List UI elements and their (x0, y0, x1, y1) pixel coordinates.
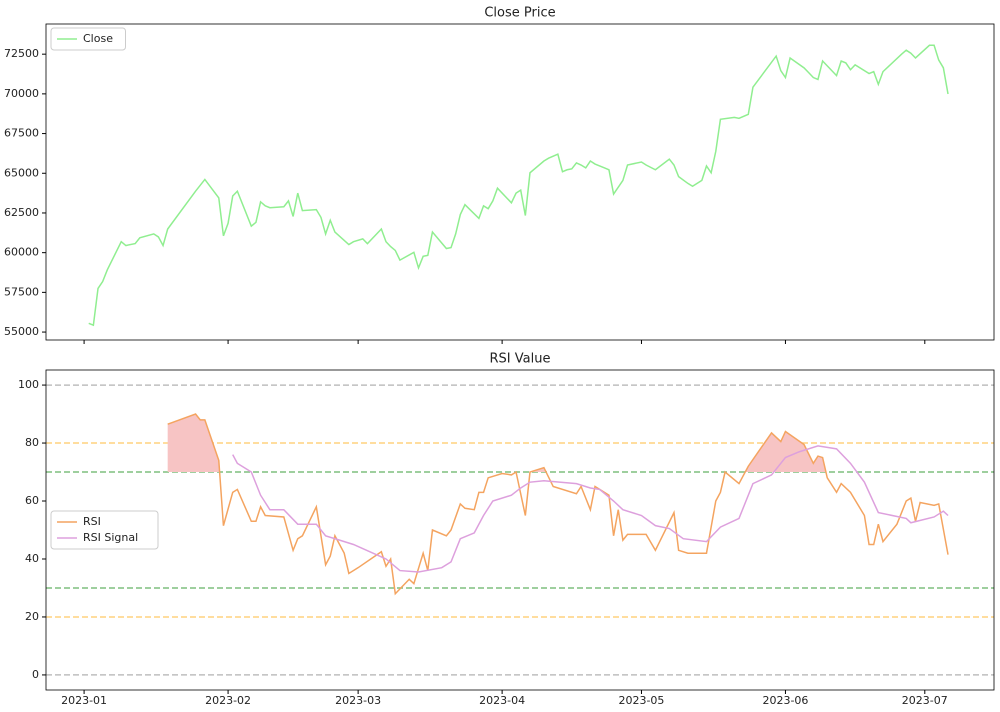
y-tick-label: 67500 (4, 127, 39, 140)
subplot-title: RSI Value (490, 352, 551, 367)
axes-frame (45, 23, 995, 341)
x-tick-label: 2023-07 (902, 694, 948, 707)
subplot: RSI Value 0 20 40 60 80 100 2023-01 2023-02 2023-… (18, 352, 995, 707)
axes-frame (45, 369, 995, 691)
x-tick-label: 2023-03 (335, 694, 381, 707)
x-tick-label: 2023-01 (61, 694, 107, 707)
legend-box (50, 510, 159, 550)
y-tick-label: 20 (25, 610, 39, 623)
x-tick-label: 2023-06 (762, 694, 808, 707)
y-tick-label: 65000 (4, 166, 39, 179)
legend-label: RSI Signal (83, 531, 138, 544)
y-tick-label: 40 (25, 552, 39, 565)
legend-label: Close (83, 32, 113, 45)
y-tick-label: 57500 (4, 285, 39, 298)
x-tick-label: 2023-05 (618, 694, 664, 707)
overbought-fill (516, 467, 547, 473)
y-tick-label: 100 (18, 378, 39, 391)
y-tick-label: 60 (25, 494, 39, 507)
x-tick-label: 2023-04 (479, 694, 525, 707)
x-tick-label: 2023-02 (205, 694, 251, 707)
series-line (167, 413, 949, 596)
legend-label: RSI (83, 515, 101, 528)
legend-box (50, 27, 126, 51)
y-tick-label: 70000 (4, 87, 39, 100)
y-tick-label: 72500 (4, 47, 39, 60)
y-tick-label: 55000 (4, 325, 39, 338)
overbought-fill (167, 414, 220, 473)
series-line (88, 44, 949, 327)
y-tick-label: 60000 (4, 246, 39, 259)
legend: RSI RSI Signal (50, 510, 159, 550)
y-tick-label: 0 (32, 668, 39, 681)
subplot-title: Close Price (484, 6, 555, 21)
subplot: Close Price 55000 57500 60000 62500 65000 6750… (4, 6, 995, 344)
overbought-fill (725, 431, 826, 473)
legend: Close (50, 27, 126, 51)
y-tick-label: 62500 (4, 206, 39, 219)
y-tick-label: 80 (25, 436, 39, 449)
series-line (232, 445, 949, 573)
